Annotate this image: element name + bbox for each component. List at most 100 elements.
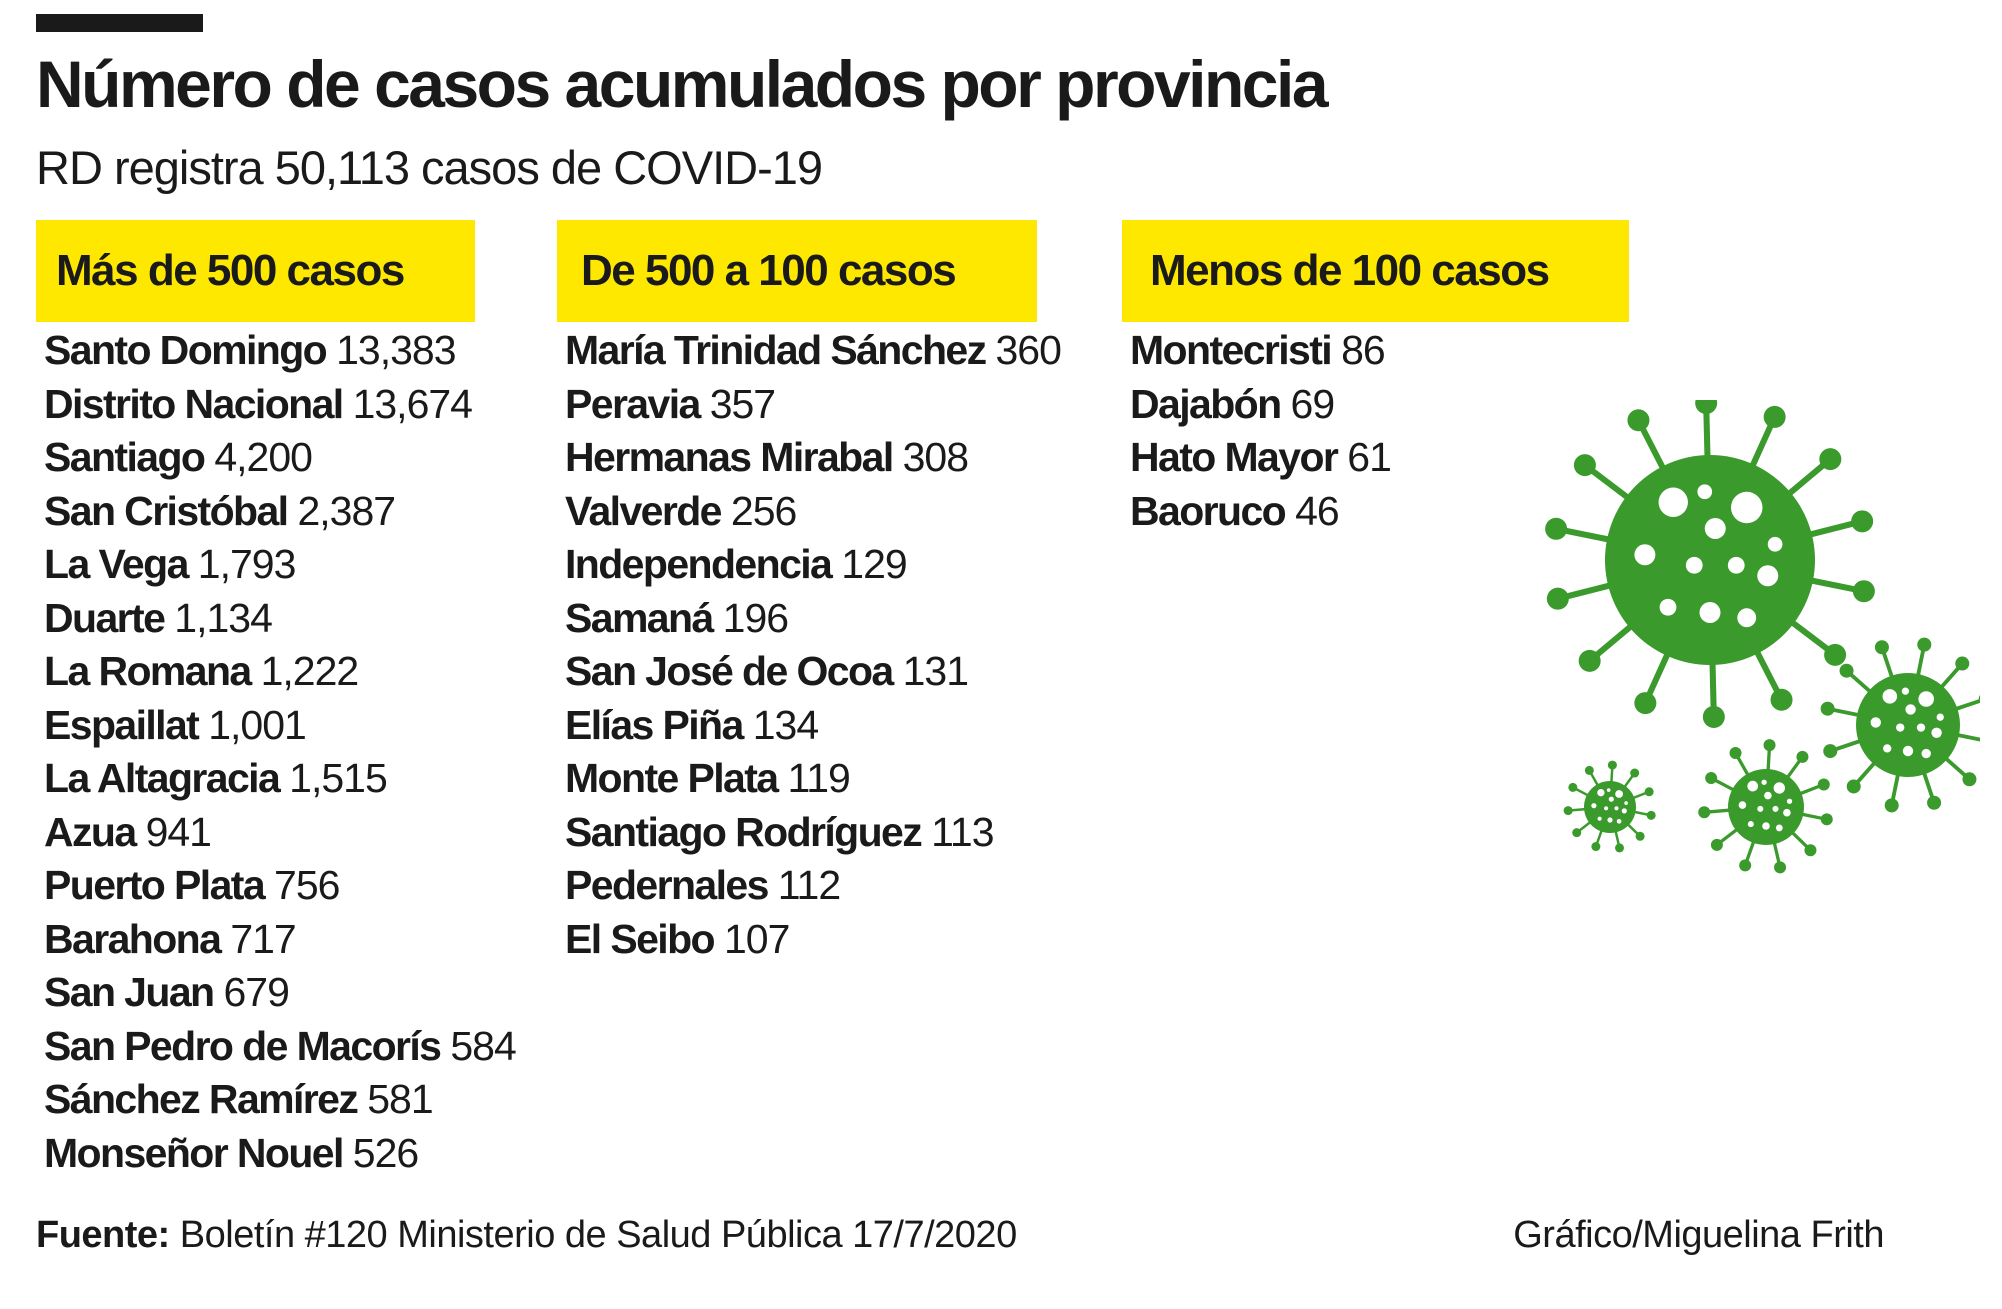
province-row: San Pedro de Macorís 584 xyxy=(44,1020,517,1074)
province-name: Distrito Nacional xyxy=(44,380,344,427)
province-row: Pedernales 112 xyxy=(565,859,1061,913)
case-count: 256 xyxy=(730,487,797,534)
province-name: Baoruco xyxy=(1130,487,1287,534)
province-row: La Vega 1,793 xyxy=(44,538,516,592)
case-count: 119 xyxy=(787,755,851,801)
province-name: Barahona xyxy=(44,915,222,962)
virus-icon-tiny xyxy=(1563,760,1656,853)
case-count: 1,001 xyxy=(208,701,307,748)
province-list: Montecristi 86 Dajabón 69 Hato Mayor 61 Baoruc… xyxy=(1122,324,1629,538)
province-list: Santo Domingo 13,383 Distrito Nacional 13,6… xyxy=(36,324,517,1181)
case-count: 107 xyxy=(723,915,790,962)
province-name: Elías Piña xyxy=(565,701,744,748)
case-count: 1,515 xyxy=(289,755,388,801)
case-count: 13,674 xyxy=(352,380,473,427)
province-row: Baoruco 46 xyxy=(1130,485,1629,539)
case-count: 2,387 xyxy=(297,487,396,534)
province-name: Valverde xyxy=(565,487,722,534)
case-count: 756 xyxy=(274,862,340,908)
province-row: San Juan 679 xyxy=(44,966,516,1020)
province-name: Santiago Rodríguez xyxy=(565,808,923,855)
page-subtitle: RD registra 50,113 casos de COVID-19 xyxy=(36,141,823,194)
case-count: 717 xyxy=(230,915,296,962)
province-name: San José de Ocoa xyxy=(565,648,894,694)
case-count: 86 xyxy=(1341,327,1386,373)
case-count: 526 xyxy=(352,1129,419,1176)
province-name: Peravia xyxy=(565,380,701,427)
virus-icon-medium xyxy=(1820,637,1980,813)
province-name: El Seibo xyxy=(565,915,716,962)
province-name: San Cristóbal xyxy=(44,487,289,534)
province-name: La Vega xyxy=(44,541,189,587)
province-row: Valverde 256 xyxy=(565,485,1061,539)
province-name: Pedernales xyxy=(565,862,769,908)
case-count: 69 xyxy=(1290,380,1336,427)
province-name: Azua xyxy=(44,808,137,855)
province-name: La Altagracia xyxy=(44,755,281,801)
virus-icon-large xyxy=(1545,400,1875,728)
province-name: Independencia xyxy=(565,541,833,587)
province-row: Azua 941 xyxy=(44,806,516,860)
category-header: De 500 a 100 casos xyxy=(557,220,1037,322)
province-name: San Pedro de Macorís xyxy=(44,1022,442,1069)
province-row: Monte Plata 119 xyxy=(565,752,1061,806)
case-count: 46 xyxy=(1295,487,1340,534)
category-header: Menos de 100 casos xyxy=(1122,220,1629,322)
province-row: Espaillat 1,001 xyxy=(44,699,516,753)
case-count: 13,383 xyxy=(336,327,456,373)
province-row: La Romana 1,222 xyxy=(44,645,516,699)
category-header: Más de 500 casos xyxy=(36,220,475,322)
province-row: Barahona 717 xyxy=(44,913,516,967)
category-column-over-500: Más de 500 casos Santo Domingo 13,383 Dist… xyxy=(36,220,517,1181)
case-count: 129 xyxy=(841,541,907,587)
case-count: 196 xyxy=(722,594,789,641)
case-count: 357 xyxy=(709,380,776,427)
province-name: Montecristi xyxy=(1130,327,1333,373)
source-note: Fuente: Boletín #120 Ministerio de Salud… xyxy=(36,1214,1017,1257)
case-count: 941 xyxy=(145,808,212,855)
virus-icon-small xyxy=(1698,739,1833,874)
province-row: San Cristóbal 2,387 xyxy=(44,485,516,539)
case-count: 581 xyxy=(367,1076,433,1122)
province-row: Duarte 1,134 xyxy=(44,592,516,646)
source-text: Boletín #120 Ministerio de Salud Pública… xyxy=(179,1214,1017,1256)
case-count: 131 xyxy=(902,648,969,694)
province-list: María Trinidad Sánchez 360 Peravia 357 Herma… xyxy=(557,324,1062,966)
case-count: 1,134 xyxy=(174,594,273,641)
case-count: 1,793 xyxy=(197,541,297,587)
province-row: Santiago Rodríguez 113 xyxy=(565,806,1061,860)
province-row: Hato Mayor 61 xyxy=(1130,431,1629,485)
category-column-100-500: De 500 a 100 casos María Trinidad Sánche… xyxy=(557,220,1062,966)
province-row: Santiago 4,200 xyxy=(44,431,516,485)
province-row: Dajabón 69 xyxy=(1130,378,1629,432)
province-name: Dajabón xyxy=(1130,380,1282,427)
province-name: Sánchez Ramírez xyxy=(44,1076,359,1122)
province-row: Sánchez Ramírez 581 xyxy=(44,1073,516,1127)
case-count: 4,200 xyxy=(214,434,313,480)
province-row: La Altagracia 1,515 xyxy=(44,752,516,806)
province-row: Monseñor Nouel 526 xyxy=(44,1127,516,1181)
province-name: Santiago xyxy=(44,434,206,480)
coronavirus-icons xyxy=(1545,400,1980,874)
case-count: 134 xyxy=(752,701,819,748)
province-row: Independencia 129 xyxy=(565,538,1061,592)
case-count: 1,222 xyxy=(260,648,360,694)
province-name: Duarte xyxy=(44,594,166,641)
province-row: Peravia 357 xyxy=(565,378,1061,432)
case-count: 61 xyxy=(1347,434,1392,480)
province-name: Hato Mayor xyxy=(1130,434,1339,480)
page-title: Número de casos acumulados por provincia xyxy=(36,47,1329,121)
case-count: 308 xyxy=(902,434,969,480)
province-row: San José de Ocoa 131 xyxy=(565,645,1061,699)
case-count: 584 xyxy=(450,1022,516,1069)
province-row: Samaná 196 xyxy=(565,592,1061,646)
province-name: Santo Domingo xyxy=(44,327,328,373)
case-count: 113 xyxy=(931,808,994,855)
case-count: 112 xyxy=(777,862,841,908)
province-name: Puerto Plata xyxy=(44,862,266,908)
province-row: Puerto Plata 756 xyxy=(44,859,516,913)
province-name: Monseñor Nouel xyxy=(44,1129,344,1176)
province-row: Montecristi 86 xyxy=(1130,324,1629,378)
province-name: San Juan xyxy=(44,969,215,1015)
category-column-under-100: Menos de 100 casos Montecristi 86 Dajabón 6… xyxy=(1122,220,1629,538)
